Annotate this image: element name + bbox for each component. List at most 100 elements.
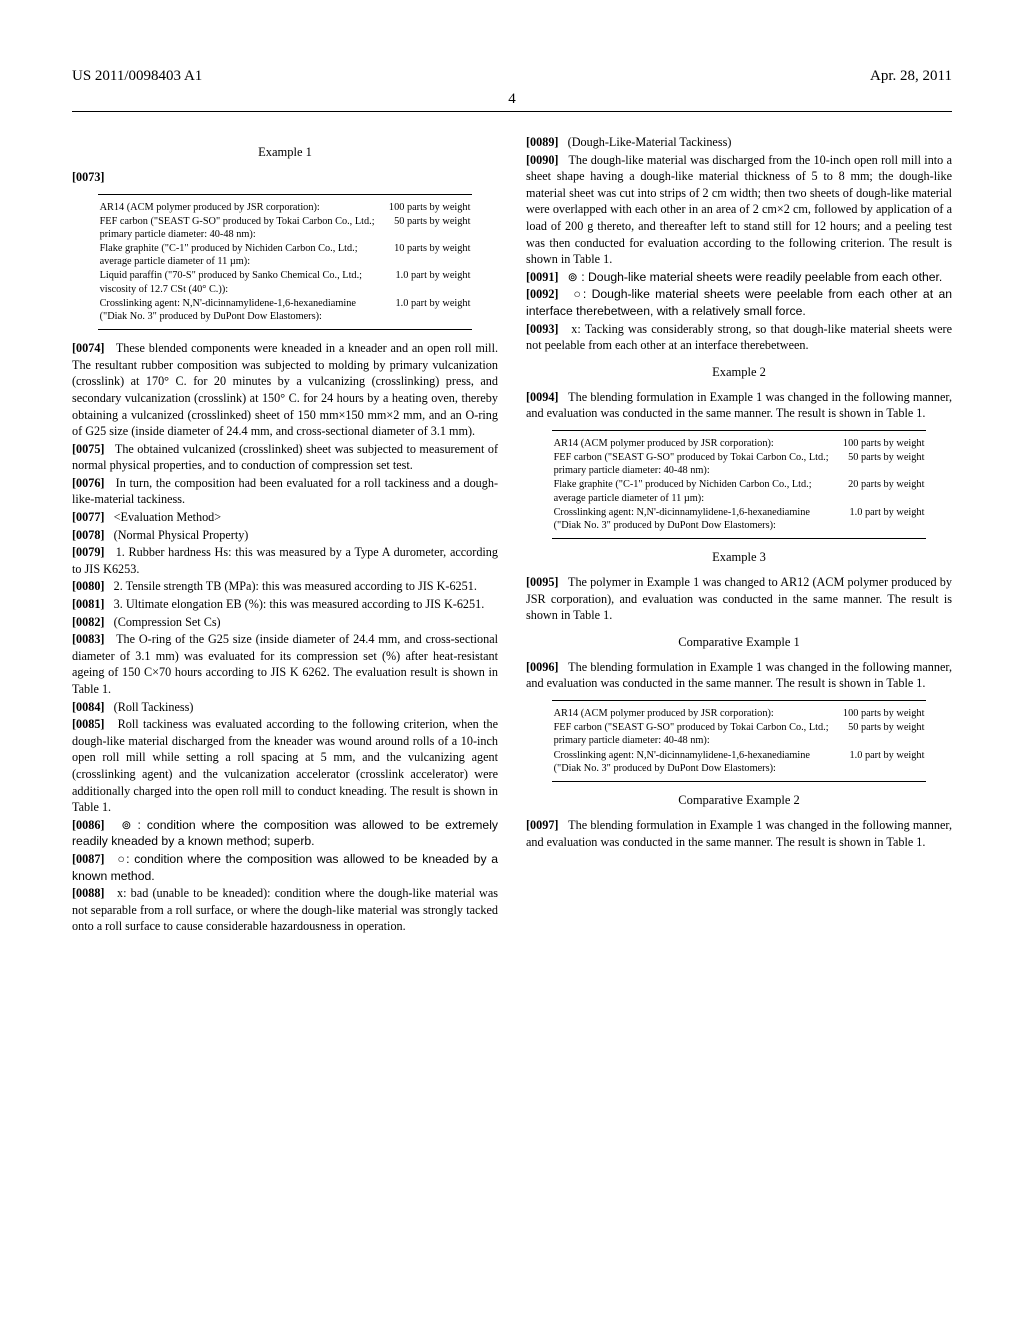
para-0086: [0086] ⊚ : condition where the compositi… xyxy=(72,817,498,850)
para-num: [0090] xyxy=(526,153,559,167)
page-number: 4 xyxy=(72,91,952,108)
table-cell: 50 parts by weight xyxy=(831,721,927,748)
para-text: In turn, the composition had been evalua… xyxy=(72,476,498,507)
left-column: Example 1 [0073] AR14 (ACM polymer produ… xyxy=(72,134,498,936)
para-0091: [0091] ⊚ : Dough-like material sheets we… xyxy=(526,269,952,286)
table-cell: Crosslinking agent: N,N'-dicinnamylidene… xyxy=(98,296,377,329)
table-cell: Flake graphite ("C-1" produced by Nichid… xyxy=(98,242,377,269)
table-cell: Flake graphite ("C-1" produced by Nichid… xyxy=(552,478,831,505)
para-num: [0079] xyxy=(72,545,105,559)
para-text: ○: condition where the composition was a… xyxy=(72,852,498,883)
para-0085: [0085] Roll tackiness was evaluated acco… xyxy=(72,716,498,816)
para-text: ⊚ : Dough-like material sheets were read… xyxy=(568,270,943,284)
para-0089: [0089] (Dough-Like-Material Tackiness) xyxy=(526,134,952,151)
table-cell: 1.0 part by weight xyxy=(377,296,473,329)
para-0077: [0077] <Evaluation Method> xyxy=(72,509,498,526)
para-text: (Normal Physical Property) xyxy=(114,528,249,542)
para-text: 2. Tensile strength TB (MPa): this was m… xyxy=(114,579,477,593)
table-cell: AR14 (ACM polymer produced by JSR corpor… xyxy=(552,430,831,450)
para-text: The blending formulation in Example 1 wa… xyxy=(526,660,952,691)
para-num: [0077] xyxy=(72,510,105,524)
table-cell: FEF carbon ("SEAST G-SO" produced by Tok… xyxy=(98,214,377,241)
para-num: [0092] xyxy=(526,287,559,301)
para-0096: [0096] The blending formulation in Examp… xyxy=(526,659,952,692)
para-0092: [0092] ○: Dough-like material sheets wer… xyxy=(526,286,952,319)
two-column-layout: Example 1 [0073] AR14 (ACM polymer produ… xyxy=(72,134,952,936)
example-3-title: Example 3 xyxy=(526,549,952,566)
para-0087: [0087] ○: condition where the compositio… xyxy=(72,851,498,884)
para-text: (Compression Set Cs) xyxy=(114,615,221,629)
para-text: These blended components were kneaded in… xyxy=(72,341,498,438)
table-cell: 100 parts by weight xyxy=(831,430,927,450)
table-cell: 100 parts by weight xyxy=(831,701,927,721)
table-cell: FEF carbon ("SEAST G-SO" produced by Tok… xyxy=(552,451,831,478)
para-text: The blending formulation in Example 1 wa… xyxy=(526,818,952,849)
para-num: [0085] xyxy=(72,717,105,731)
para-num: [0084] xyxy=(72,700,105,714)
comparative-example-1-title: Comparative Example 1 xyxy=(526,634,952,651)
para-text: 3. Ultimate elongation EB (%): this was … xyxy=(114,597,485,611)
para-0081: [0081] 3. Ultimate elongation EB (%): th… xyxy=(72,596,498,613)
para-0094: [0094] The blending formulation in Examp… xyxy=(526,389,952,422)
table-cell: 100 parts by weight xyxy=(377,194,473,214)
table-cell: Liquid paraffin ("70-S" produced by Sank… xyxy=(98,269,377,296)
para-0093: [0093] x: Tacking was considerably stron… xyxy=(526,321,952,354)
para-text: The blending formulation in Example 1 wa… xyxy=(526,390,952,421)
para-num: [0087] xyxy=(72,852,105,866)
page-header: US 2011/0098403 A1 Apr. 28, 2011 xyxy=(72,68,952,85)
para-0088: [0088] x: bad (unable to be kneaded): co… xyxy=(72,885,498,935)
para-text: Roll tackiness was evaluated according t… xyxy=(72,717,498,814)
para-text: The O-ring of the G25 size (inside diame… xyxy=(72,632,498,696)
para-text: (Dough-Like-Material Tackiness) xyxy=(568,135,732,149)
right-column: [0089] (Dough-Like-Material Tackiness) [… xyxy=(526,134,952,936)
publication-number: US 2011/0098403 A1 xyxy=(72,68,202,85)
para-num: [0078] xyxy=(72,528,105,542)
para-text: The polymer in Example 1 was changed to … xyxy=(526,575,952,622)
table-cell: FEF carbon ("SEAST G-SO" produced by Tok… xyxy=(552,721,831,748)
para-num: [0082] xyxy=(72,615,105,629)
para-text: x: Tacking was considerably strong, so t… xyxy=(526,322,952,353)
para-num: [0089] xyxy=(526,135,559,149)
table-cell: 1.0 part by weight xyxy=(831,748,927,781)
para-num: [0086] xyxy=(72,818,105,832)
example-1-title: Example 1 xyxy=(72,144,498,161)
table-cell: 10 parts by weight xyxy=(377,242,473,269)
table-cell: 1.0 part by weight xyxy=(831,505,927,538)
header-rule xyxy=(72,111,952,112)
para-text: The dough-like material was discharged f… xyxy=(526,153,952,267)
para-num: [0081] xyxy=(72,597,105,611)
para-num: [0096] xyxy=(526,660,559,674)
para-0080: [0080] 2. Tensile strength TB (MPa): thi… xyxy=(72,578,498,595)
para-num: [0095] xyxy=(526,575,559,589)
para-0073: [0073] xyxy=(72,169,498,186)
para-num: [0075] xyxy=(72,442,105,456)
table-cell: AR14 (ACM polymer produced by JSR corpor… xyxy=(552,701,831,721)
para-num: [0093] xyxy=(526,322,559,336)
para-0084: [0084] (Roll Tackiness) xyxy=(72,699,498,716)
table-cell: 50 parts by weight xyxy=(831,451,927,478)
para-num: [0088] xyxy=(72,886,105,900)
formulation-table-2: AR14 (ACM polymer produced by JSR corpor… xyxy=(552,430,927,539)
para-0095: [0095] The polymer in Example 1 was chan… xyxy=(526,574,952,624)
para-text: 1. Rubber hardness Hs: this was measured… xyxy=(72,545,498,576)
para-0082: [0082] (Compression Set Cs) xyxy=(72,614,498,631)
para-num: [0094] xyxy=(526,390,559,404)
para-num: [0083] xyxy=(72,632,105,646)
para-0074: [0074] These blended components were kne… xyxy=(72,340,498,440)
para-text: x: bad (unable to be kneaded): condition… xyxy=(72,886,498,933)
para-0097: [0097] The blending formulation in Examp… xyxy=(526,817,952,850)
para-text: ○: Dough-like material sheets were peela… xyxy=(526,287,952,318)
para-text: (Roll Tackiness) xyxy=(114,700,194,714)
table-cell: AR14 (ACM polymer produced by JSR corpor… xyxy=(98,194,377,214)
para-text: The obtained vulcanized (crosslinked) sh… xyxy=(72,442,498,473)
example-2-title: Example 2 xyxy=(526,364,952,381)
para-0090: [0090] The dough-like material was disch… xyxy=(526,152,952,268)
para-0078: [0078] (Normal Physical Property) xyxy=(72,527,498,544)
para-num: [0074] xyxy=(72,341,105,355)
para-text: ⊚ : condition where the composition was … xyxy=(72,818,498,849)
para-0083: [0083] The O-ring of the G25 size (insid… xyxy=(72,631,498,697)
para-num: [0091] xyxy=(526,270,559,284)
para-0079: [0079] 1. Rubber hardness Hs: this was m… xyxy=(72,544,498,577)
publication-date: Apr. 28, 2011 xyxy=(870,68,952,85)
comparative-example-2-title: Comparative Example 2 xyxy=(526,792,952,809)
